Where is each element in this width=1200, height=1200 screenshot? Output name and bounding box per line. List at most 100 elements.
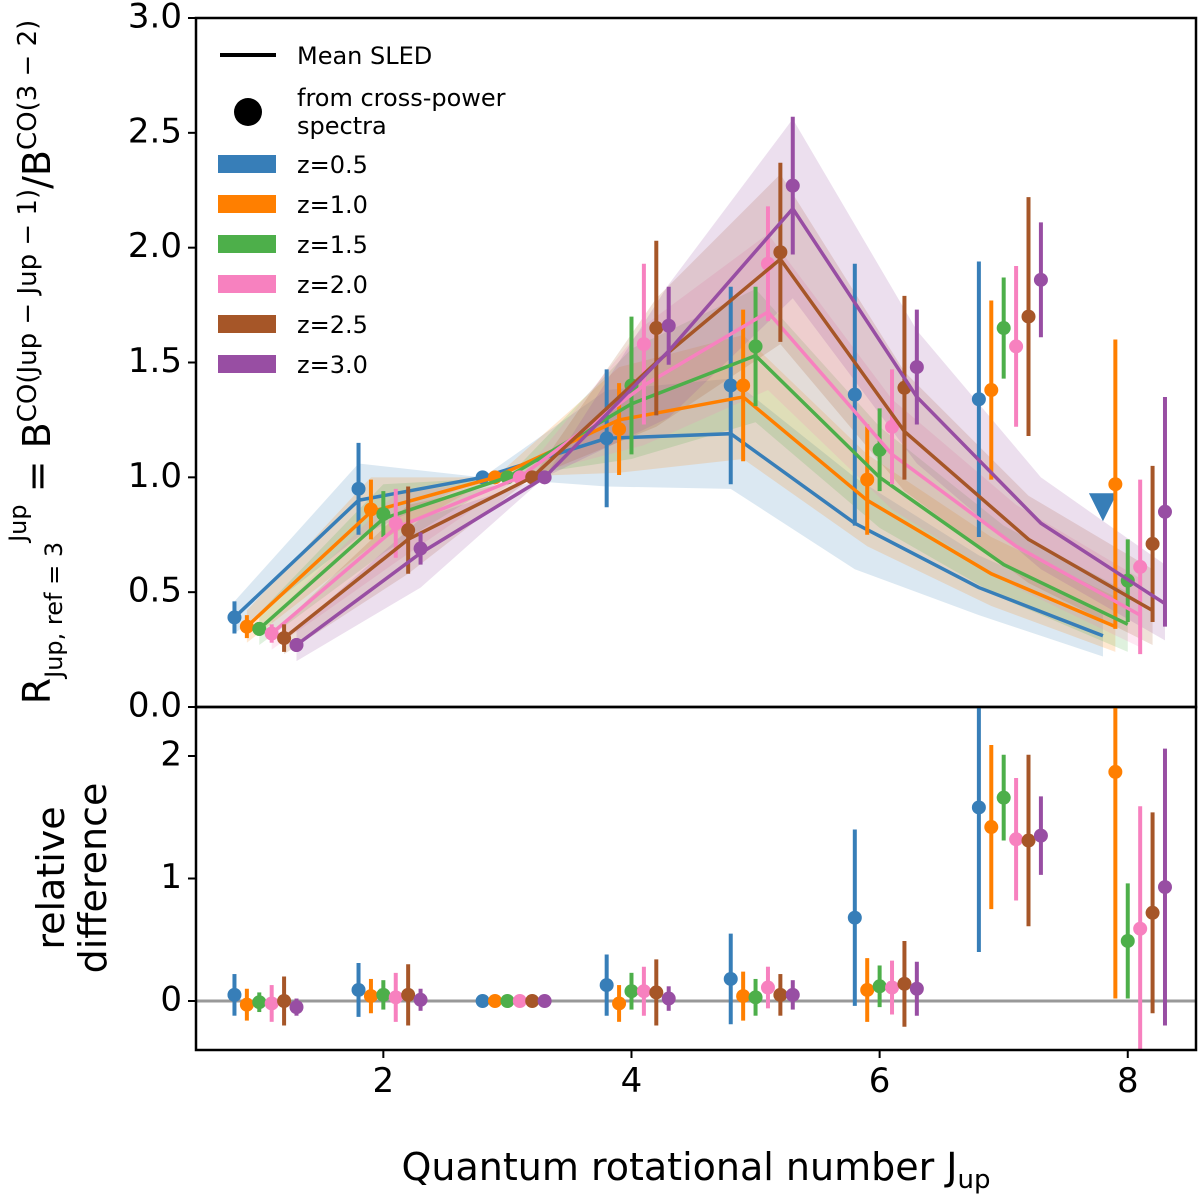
data-point [401, 523, 416, 538]
mean-sled-line [270, 309, 1142, 635]
data-point [1033, 828, 1048, 843]
y-tick-label: 0 [160, 980, 182, 1020]
uncertainty-band [246, 334, 1116, 652]
data-point [500, 994, 515, 1008]
data-point [475, 994, 490, 1008]
data-point [1009, 339, 1024, 354]
data-point [649, 321, 664, 336]
data-point [289, 1000, 304, 1015]
data-point [537, 470, 552, 485]
data-point [264, 996, 279, 1011]
x-axis-label: Quantum rotational number Jup [402, 1145, 991, 1195]
x-tick-label: 2 [373, 1061, 395, 1101]
data-point [785, 178, 800, 193]
legend-label: z=0.5 [297, 151, 368, 179]
y-tick-label: 1.0 [128, 456, 182, 496]
data-point [277, 631, 292, 646]
data-point [1145, 905, 1160, 920]
y-axis-label-part: Jup [4, 504, 32, 544]
data-point [351, 982, 366, 997]
data-point [872, 979, 887, 994]
data-point [239, 619, 254, 634]
data-point [388, 990, 403, 1005]
upper-limit-marker [1088, 493, 1117, 522]
uncertainty-band [284, 174, 1153, 655]
y-axis-label-part: = B [15, 422, 59, 504]
y-axis-label-part: /B [15, 150, 59, 189]
data-point [1120, 933, 1135, 948]
data-point [376, 507, 391, 522]
data-point [264, 626, 279, 641]
y-tick-label: 0.0 [128, 686, 182, 726]
data-point [1145, 536, 1160, 551]
uncertainty-band [296, 119, 1165, 662]
y-tick-label: 1.5 [128, 341, 182, 381]
mean-sled-line [295, 205, 1166, 647]
data-point [512, 994, 527, 1008]
y-axis-label: relative [29, 806, 73, 949]
data-point [785, 987, 800, 1002]
axes-frame [194, 705, 1198, 1052]
data-point [723, 378, 738, 393]
data-point [289, 637, 304, 652]
y-tick-label: 3.0 [128, 0, 182, 37]
data-point [227, 610, 242, 625]
data-point [984, 820, 999, 835]
x-tick-label: 4 [621, 1061, 643, 1101]
data-point [376, 987, 391, 1002]
legend-swatch [218, 355, 276, 373]
data-point [773, 245, 788, 260]
y-axis-label-part: Jup, ref = 3 [40, 542, 68, 680]
data-point [1108, 477, 1123, 492]
y-tick-label: 2.5 [128, 111, 182, 151]
data-point [1021, 833, 1036, 848]
data-point [971, 392, 986, 407]
data-point [649, 985, 664, 1000]
mean-sled-line [245, 395, 1117, 629]
data-point [909, 981, 924, 996]
legend-swatch [218, 315, 276, 333]
data-point [599, 431, 614, 446]
legend-label: z=3.0 [297, 351, 368, 379]
uncertainty-band [234, 378, 1103, 657]
data-point [388, 516, 403, 531]
data-point [413, 992, 428, 1007]
data-point [363, 989, 378, 1004]
data-point [723, 971, 738, 986]
data-point [984, 383, 999, 398]
data-point [401, 987, 416, 1002]
data-point [612, 422, 627, 437]
y-axis-label-part: CO(3 − 2) [13, 20, 43, 150]
legend-label: z=2.5 [297, 311, 368, 339]
data-point [351, 481, 366, 496]
data-point [897, 976, 912, 991]
y-tick-label: 2 [160, 735, 182, 775]
data-point [636, 984, 651, 999]
data-point [860, 982, 875, 997]
data-point [1033, 272, 1048, 287]
legend-label: from cross-power [297, 84, 506, 112]
data-point [636, 337, 651, 352]
x-tick-label: 6 [869, 1061, 891, 1101]
data-point [847, 387, 862, 402]
data-point [239, 997, 254, 1012]
mean-sled-line [282, 256, 1154, 640]
y-axis-label: RJup, ref = 3 Jup = BCO(Jup − Jup − 1)/BC… [4, 20, 68, 705]
legend-marker [234, 98, 262, 126]
data-point [860, 472, 875, 487]
x-axis-label-part: Quantum rotational number J [402, 1145, 958, 1189]
y-tick-label: 1 [160, 857, 182, 897]
data-point [363, 502, 378, 517]
data-point [252, 995, 267, 1010]
data-point [413, 541, 428, 556]
uncertainty-band [271, 233, 1141, 650]
data-point [624, 984, 639, 999]
y-axis-label-part: CO(Jup − Jup − 1) [13, 189, 43, 422]
data-point [748, 990, 763, 1005]
plot-area [196, 707, 1196, 1050]
legend-swatch [218, 275, 276, 293]
y-tick-label: 0.5 [128, 571, 182, 611]
plot-area [227, 116, 1172, 662]
data-point [1133, 921, 1148, 936]
